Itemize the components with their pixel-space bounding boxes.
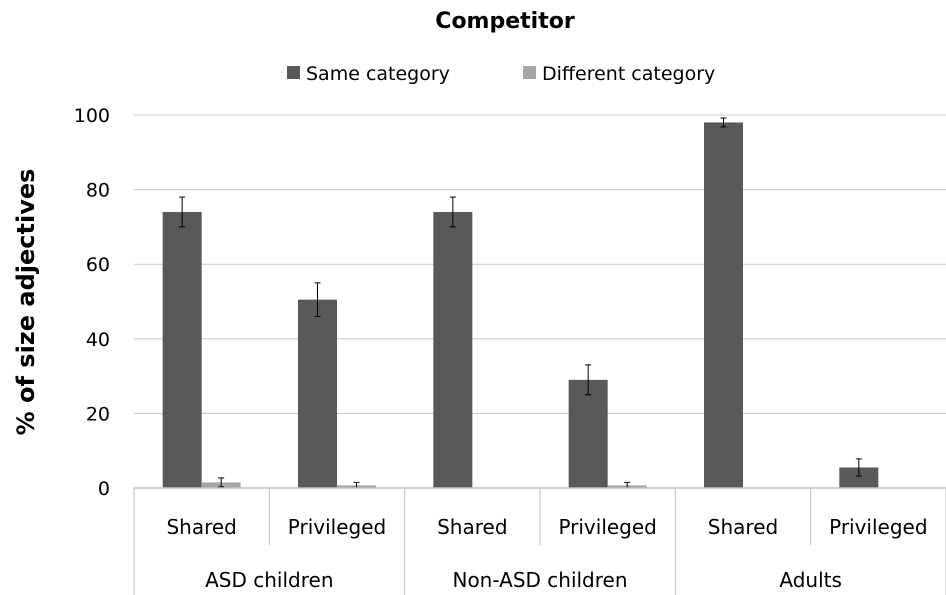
legend-swatch-different-category bbox=[523, 66, 536, 79]
x-axis: Shared Privileged Shared Privileged Shared Pr… bbox=[133, 487, 946, 595]
y-tick-label: 100 bbox=[74, 105, 110, 127]
bar-same-category bbox=[704, 122, 743, 489]
x-category-label: Shared bbox=[437, 515, 507, 539]
x-group-label: ASD children bbox=[205, 568, 333, 592]
bar-same-category bbox=[433, 211, 473, 489]
gridlines bbox=[134, 114, 946, 414]
y-tick-label: 40 bbox=[86, 329, 110, 351]
y-axis-label: % of size adjectives bbox=[12, 169, 40, 436]
bar-same-category bbox=[839, 467, 879, 488]
x-category-label: Privileged bbox=[288, 515, 386, 539]
y-tick-label: 60 bbox=[86, 254, 110, 276]
x-group-label: Adults bbox=[779, 568, 842, 592]
x-category-label: Shared bbox=[166, 515, 236, 539]
x-category-label: Shared bbox=[708, 515, 778, 539]
y-tick-label: 0 bbox=[98, 478, 110, 500]
legend-swatch-same-category bbox=[287, 66, 300, 79]
legend-label-same-category: Same category bbox=[306, 63, 450, 85]
x-group-label: Non-ASD children bbox=[452, 568, 627, 592]
bar-same-category bbox=[568, 379, 608, 488]
bar-same-category bbox=[298, 299, 337, 488]
y-tick-labels: 0 20 40 60 80 100 bbox=[74, 105, 110, 500]
legend-label-different-category: Different category bbox=[542, 63, 715, 85]
legend: Same category Different category bbox=[287, 63, 715, 85]
y-tick-label: 80 bbox=[86, 180, 110, 202]
bars bbox=[162, 117, 879, 489]
x-category-label: Privileged bbox=[558, 515, 656, 539]
bar-same-category bbox=[162, 211, 202, 489]
y-tick-label: 20 bbox=[86, 403, 110, 425]
chart-title: Competitor bbox=[435, 9, 575, 34]
x-category-label: Privileged bbox=[829, 515, 927, 539]
